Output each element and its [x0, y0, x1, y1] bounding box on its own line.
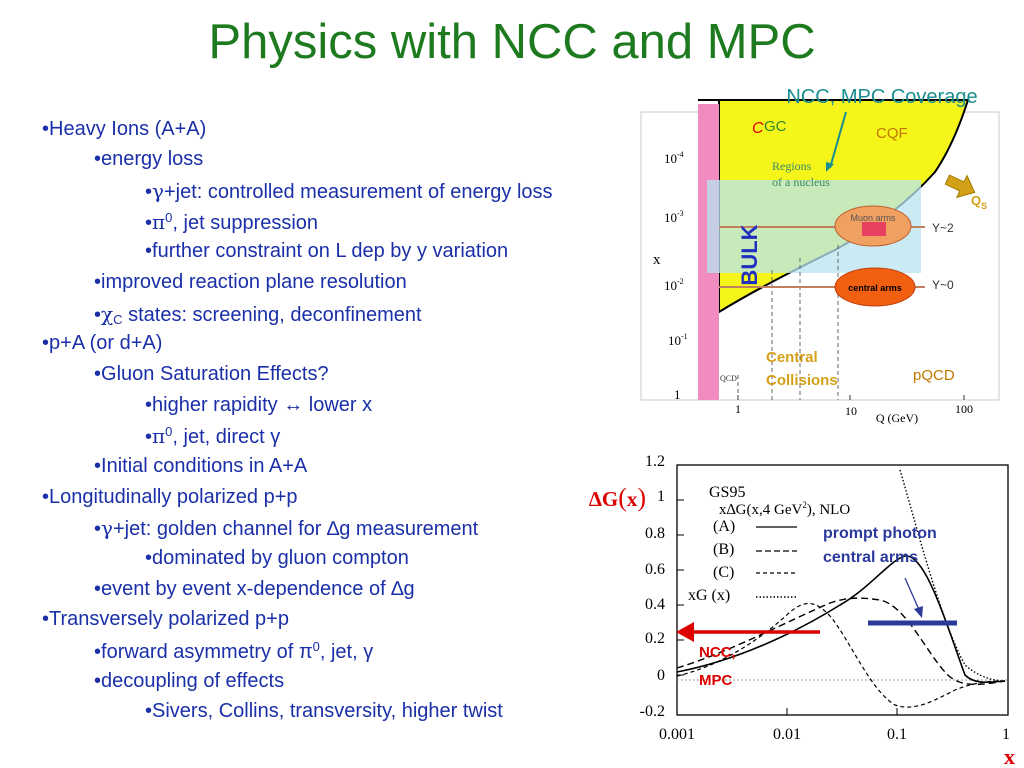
- bullet-energy-loss: •energy loss: [94, 148, 204, 170]
- gs95-label: GS95: [709, 484, 745, 501]
- regions-line2: of a nucleus: [772, 175, 830, 189]
- deltag-xtick-0.01: 0.01: [773, 726, 801, 743]
- cgc-label: GC: [764, 118, 787, 135]
- curve-a: [676, 555, 1006, 683]
- coverage-header: NCC, MPC Coverage: [786, 86, 977, 108]
- prompt-photon-pointer-head: [914, 606, 923, 618]
- deltag-xtick-0.001: 0.001: [659, 726, 695, 743]
- legend-xg: xG (x): [688, 587, 730, 604]
- bullet-golden-channel: •γ+jet: golden channel for ∆g measuremen…: [94, 516, 479, 540]
- bulk-label: BULK: [737, 224, 762, 285]
- y-tick-1: 1: [674, 387, 681, 402]
- coverage-pointer-head: [826, 162, 834, 172]
- y-tick-1e-4: 10-4: [664, 150, 684, 166]
- deltag-ytick-0.2: 0.2: [645, 630, 665, 647]
- deltag-ytick-0.6: 0.6: [645, 561, 665, 578]
- bullet-gluon-compton: •dominated by gluon compton: [145, 547, 409, 569]
- deltag-ytick-0.4: 0.4: [645, 596, 665, 613]
- qs-arrow: [944, 174, 976, 199]
- slide-title: Physics with NCC and MPC: [208, 15, 816, 69]
- legend-c: (C): [713, 564, 734, 581]
- bullet-gamma-jet: •γ+jet: controlled measurement of energy…: [145, 179, 553, 203]
- deltag-plot-frame: [676, 464, 1009, 716]
- bullet-further-constraint: •further constraint on L dep by y variat…: [145, 240, 509, 262]
- curve-xg: [899, 469, 1006, 682]
- deltag-ytick-1.2: 1.2: [645, 453, 665, 470]
- central-arms-label: central arms: [848, 283, 902, 293]
- bullet-chi-c: •χC states: screening, deconfinement: [94, 302, 422, 327]
- deltag-xtick-0.1: 0.1: [887, 726, 907, 743]
- bullet-long-pol: •Longitudinally polarized p+p: [42, 486, 298, 508]
- coverage-pointer: [829, 111, 847, 169]
- qs-label: QS: [971, 193, 987, 211]
- central-collisions-line2: Collisions: [766, 372, 838, 389]
- bullet-forward-asym: •forward asymmetry of π0, jet, γ: [94, 639, 374, 663]
- pqcd-label: pQCD: [913, 367, 955, 384]
- bullet-sivers: •Sivers, Collins, transversity, higher t…: [145, 700, 503, 722]
- bullet-pi0-jet-direct: •π0, jet, direct γ: [145, 424, 281, 448]
- central-arms-ellipse: [834, 267, 916, 307]
- cqf-label: CQF: [876, 125, 908, 142]
- ncc-mpc-line1: NCC,: [699, 644, 736, 661]
- bullet-higher-rapidity: •higher rapidity ↔ lower x: [145, 394, 373, 416]
- regions-line1: Regions: [772, 159, 812, 173]
- muon-arms-box: [862, 222, 886, 236]
- deltag-ytick-neg0.2: -0.2: [640, 703, 665, 720]
- bullet-heavy-ions: •Heavy Ions (A+A): [42, 118, 207, 140]
- y0-label: Y~0: [932, 278, 954, 292]
- deltag-figure: ∆G(x) GS95 x∆G(x,4 GeV2), NLO (A) (B) (C…: [589, 453, 1015, 768]
- deltag-ytick-0.8: 0.8: [645, 525, 665, 542]
- ncc-range-arrowhead: [676, 622, 694, 642]
- y2-label: Y~2: [932, 221, 954, 235]
- bullet-pa: •p+A (or d+A): [42, 332, 163, 354]
- x-tick-1: 1: [735, 402, 741, 416]
- qcd-label: QCD: [720, 374, 737, 383]
- y-tick-1e-3: 10-3: [664, 209, 684, 225]
- bullet-trans-pol: •Transversely polarized p+p: [42, 608, 289, 630]
- deltag-ylabel: ∆G(x): [589, 483, 646, 512]
- bullet-gluon-saturation: •Gluon Saturation Effects?: [94, 363, 329, 385]
- coverage-x-axis-label: x: [653, 252, 661, 268]
- cgc-c: C: [752, 120, 764, 137]
- curve-c: [676, 602, 1006, 708]
- coverage-x-ticks: [737, 395, 965, 400]
- prompt-photon-line2: central arms: [823, 549, 918, 566]
- ncc-mpc-line2: MPC: [699, 672, 733, 689]
- prompt-photon-pointer: [904, 577, 921, 613]
- bullet-decoupling: •decoupling of effects: [94, 670, 285, 692]
- bullet-reaction-plane: •improved reaction plane resolution: [94, 271, 407, 293]
- bullet-event-by-event: •event by event x-dependence of ∆g: [94, 578, 415, 600]
- prompt-photon-line1: prompt photon: [823, 525, 937, 542]
- bullet-pi0-suppression: •π0, jet suppression: [145, 210, 319, 234]
- deltag-ytick-1: 1: [657, 488, 665, 505]
- central-collisions-line1: Central: [766, 349, 818, 366]
- coverage-figure: NCC, MPC Coverage C GC CQF Regions of a …: [640, 86, 1000, 425]
- legend-b: (B): [713, 541, 734, 558]
- formula-label: x∆G(x,4 GeV2), NLO: [719, 500, 850, 518]
- deltag-xtick-1: 1: [1002, 726, 1010, 743]
- dashed-lines: [771, 245, 839, 400]
- y-tick-1e-1: 10-1: [668, 332, 688, 348]
- y-tick-1e-2: 10-2: [664, 277, 684, 293]
- x-tick-10: 10: [845, 404, 857, 418]
- x-tick-100: 100: [955, 402, 973, 416]
- muon-arms-label: Muon arms: [850, 213, 896, 223]
- legend-a: (A): [713, 518, 735, 535]
- deltag-y-tick-marks: [677, 464, 898, 715]
- q-axis-label: Q (GeV): [876, 411, 918, 425]
- deltag-ytick-0: 0: [657, 667, 665, 684]
- deltag-xlabel: x: [1004, 744, 1015, 768]
- bullet-initial-conditions: •Initial conditions in A+A: [94, 455, 308, 477]
